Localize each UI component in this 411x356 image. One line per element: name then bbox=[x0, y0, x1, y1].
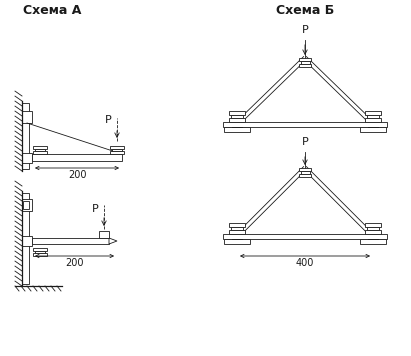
Text: P: P bbox=[105, 115, 112, 125]
Bar bbox=[367, 115, 379, 117]
Bar bbox=[22, 111, 32, 123]
Bar bbox=[300, 171, 309, 174]
Bar bbox=[223, 234, 387, 239]
Bar bbox=[360, 126, 386, 131]
Bar bbox=[231, 226, 243, 230]
Bar bbox=[23, 201, 29, 209]
Bar bbox=[224, 126, 250, 131]
Bar bbox=[367, 226, 379, 230]
Bar bbox=[33, 146, 47, 149]
Bar bbox=[299, 64, 311, 67]
Bar bbox=[22, 153, 32, 163]
Bar bbox=[22, 193, 29, 284]
Text: 200: 200 bbox=[68, 170, 86, 180]
Bar bbox=[365, 117, 381, 121]
Text: P: P bbox=[302, 25, 308, 35]
Bar bbox=[112, 149, 122, 151]
Polygon shape bbox=[109, 238, 117, 244]
Bar bbox=[365, 110, 381, 115]
Bar bbox=[229, 230, 245, 234]
Text: 200: 200 bbox=[65, 258, 84, 268]
Bar bbox=[299, 58, 311, 61]
Bar bbox=[33, 253, 47, 256]
Bar bbox=[299, 168, 311, 171]
Bar bbox=[300, 61, 309, 64]
Bar bbox=[229, 110, 245, 115]
Bar bbox=[110, 146, 124, 149]
Bar bbox=[231, 115, 243, 117]
Bar bbox=[22, 199, 32, 211]
Bar bbox=[33, 151, 47, 154]
Bar bbox=[35, 251, 45, 253]
Bar bbox=[99, 231, 109, 238]
Bar bbox=[22, 236, 32, 246]
Bar bbox=[229, 117, 245, 121]
Bar bbox=[35, 149, 45, 151]
Bar bbox=[224, 239, 250, 244]
Bar bbox=[229, 222, 245, 226]
Text: Схема Б: Схема Б bbox=[276, 4, 334, 17]
Text: 400: 400 bbox=[296, 258, 314, 268]
Bar bbox=[33, 248, 47, 251]
Bar bbox=[110, 151, 124, 154]
Text: P: P bbox=[302, 137, 308, 147]
Bar bbox=[223, 121, 387, 126]
Text: P: P bbox=[92, 204, 99, 214]
Bar bbox=[299, 174, 311, 177]
Text: Схема А: Схема А bbox=[23, 4, 81, 17]
Bar bbox=[365, 222, 381, 226]
Bar bbox=[365, 230, 381, 234]
Bar bbox=[22, 103, 29, 169]
Bar bbox=[360, 239, 386, 244]
Bar bbox=[32, 238, 109, 244]
Bar bbox=[32, 154, 122, 161]
